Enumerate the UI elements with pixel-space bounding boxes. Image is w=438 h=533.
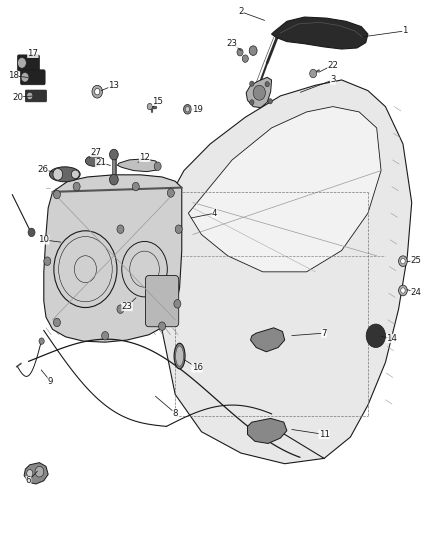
Circle shape bbox=[132, 182, 139, 191]
Text: 10: 10 bbox=[38, 236, 49, 244]
Text: 23: 23 bbox=[121, 302, 133, 311]
FancyBboxPatch shape bbox=[18, 55, 39, 71]
Polygon shape bbox=[246, 77, 272, 108]
Ellipse shape bbox=[176, 346, 184, 366]
Circle shape bbox=[185, 107, 190, 112]
Circle shape bbox=[21, 72, 29, 82]
Circle shape bbox=[110, 149, 118, 160]
Text: 19: 19 bbox=[192, 105, 202, 114]
Circle shape bbox=[184, 104, 191, 114]
Text: 13: 13 bbox=[108, 81, 120, 90]
Circle shape bbox=[268, 99, 272, 104]
Ellipse shape bbox=[174, 343, 185, 369]
Ellipse shape bbox=[53, 168, 63, 180]
Text: 2: 2 bbox=[238, 7, 244, 16]
Text: 18: 18 bbox=[7, 71, 19, 80]
Text: 16: 16 bbox=[191, 364, 203, 372]
Text: 11: 11 bbox=[318, 430, 330, 439]
Circle shape bbox=[154, 162, 161, 171]
Circle shape bbox=[250, 81, 254, 86]
Text: 12: 12 bbox=[139, 153, 150, 161]
Circle shape bbox=[18, 58, 26, 68]
Circle shape bbox=[117, 225, 124, 233]
Circle shape bbox=[53, 318, 60, 327]
Circle shape bbox=[102, 332, 109, 340]
Text: 27: 27 bbox=[90, 148, 101, 157]
Circle shape bbox=[265, 82, 269, 87]
Circle shape bbox=[399, 256, 407, 266]
Circle shape bbox=[237, 49, 243, 56]
Text: 17: 17 bbox=[27, 49, 39, 58]
Polygon shape bbox=[188, 107, 381, 272]
Text: 23: 23 bbox=[226, 39, 238, 48]
Polygon shape bbox=[24, 463, 48, 484]
Text: 21: 21 bbox=[95, 158, 106, 167]
Text: 6: 6 bbox=[26, 477, 31, 485]
Ellipse shape bbox=[71, 170, 79, 179]
Circle shape bbox=[253, 85, 265, 100]
Polygon shape bbox=[158, 80, 412, 464]
Circle shape bbox=[249, 46, 257, 55]
FancyBboxPatch shape bbox=[21, 70, 45, 85]
Polygon shape bbox=[44, 175, 182, 342]
Circle shape bbox=[92, 85, 102, 98]
Circle shape bbox=[250, 100, 254, 105]
Text: 15: 15 bbox=[152, 97, 163, 106]
FancyBboxPatch shape bbox=[145, 276, 179, 327]
Text: 25: 25 bbox=[410, 256, 422, 264]
Circle shape bbox=[310, 69, 317, 78]
Ellipse shape bbox=[97, 157, 103, 165]
Circle shape bbox=[366, 324, 385, 348]
Ellipse shape bbox=[85, 156, 103, 166]
Circle shape bbox=[44, 257, 51, 265]
Circle shape bbox=[399, 285, 407, 296]
Text: 8: 8 bbox=[173, 409, 178, 417]
Circle shape bbox=[159, 322, 166, 330]
Circle shape bbox=[35, 466, 44, 477]
Circle shape bbox=[95, 88, 100, 95]
Polygon shape bbox=[272, 17, 368, 49]
Circle shape bbox=[39, 338, 44, 344]
Text: 3: 3 bbox=[330, 76, 336, 84]
Circle shape bbox=[401, 288, 405, 293]
Circle shape bbox=[147, 103, 152, 110]
Circle shape bbox=[242, 55, 248, 62]
Circle shape bbox=[27, 470, 33, 477]
Text: 1: 1 bbox=[403, 27, 408, 35]
Text: 9: 9 bbox=[48, 377, 53, 385]
Circle shape bbox=[73, 182, 80, 191]
Circle shape bbox=[27, 92, 33, 100]
Ellipse shape bbox=[49, 167, 80, 182]
Polygon shape bbox=[247, 418, 287, 443]
Polygon shape bbox=[117, 159, 160, 172]
Text: 7: 7 bbox=[321, 329, 327, 337]
Text: 24: 24 bbox=[410, 288, 422, 296]
FancyBboxPatch shape bbox=[25, 90, 46, 102]
Circle shape bbox=[174, 300, 181, 308]
Circle shape bbox=[28, 228, 35, 237]
Circle shape bbox=[117, 305, 124, 313]
Text: 20: 20 bbox=[12, 93, 23, 101]
Text: 26: 26 bbox=[37, 165, 49, 174]
Text: 14: 14 bbox=[386, 334, 398, 343]
Polygon shape bbox=[251, 328, 285, 352]
Text: 4: 4 bbox=[212, 209, 217, 217]
Circle shape bbox=[401, 259, 405, 264]
Circle shape bbox=[110, 174, 118, 185]
Circle shape bbox=[53, 190, 60, 199]
Circle shape bbox=[167, 189, 174, 197]
Text: 22: 22 bbox=[327, 61, 339, 69]
Circle shape bbox=[175, 225, 182, 233]
